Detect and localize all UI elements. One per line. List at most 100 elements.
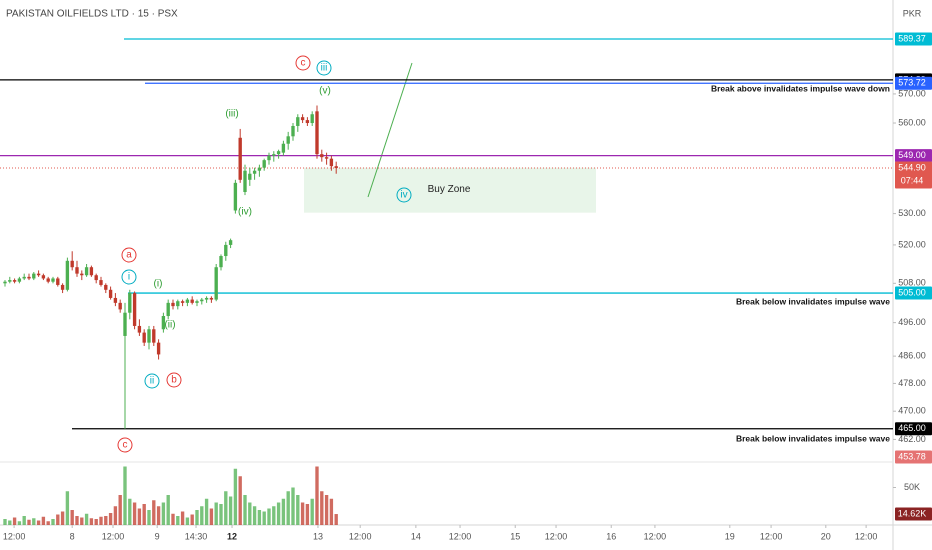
price-label-box — [895, 32, 932, 46]
price-label-box — [895, 450, 932, 464]
x-tick-label: 20 — [821, 531, 831, 541]
price-label: 589.37 — [898, 33, 926, 43]
wave-circle — [144, 373, 160, 389]
volume-bar — [272, 506, 276, 525]
x-tick-label: 12:00 — [760, 531, 783, 541]
volume-bar — [70, 510, 74, 525]
candle-body — [204, 297, 209, 300]
wave-label: ii — [150, 376, 154, 387]
volume-bar — [27, 519, 31, 525]
candle-body — [176, 301, 180, 307]
y-tick-label: 486.00 — [898, 351, 926, 361]
volume-bar — [41, 516, 46, 525]
candle-body — [267, 155, 271, 161]
x-tick-label: 12:00 — [3, 531, 26, 541]
volume-bar — [51, 519, 55, 525]
volume-bar — [89, 518, 94, 525]
volume-bar — [56, 514, 60, 525]
x-tick-label: 13 — [313, 531, 323, 541]
wave-circle — [166, 372, 182, 388]
volume-bar — [132, 502, 137, 525]
price-label: 573.72 — [898, 78, 926, 88]
volume-bar — [228, 496, 233, 525]
candle-body — [32, 273, 36, 279]
candle-body — [185, 299, 190, 303]
volume-bar — [286, 491, 290, 525]
volume-bar — [305, 504, 310, 525]
volume-bar — [75, 516, 79, 525]
candle-body — [200, 299, 204, 302]
candle-body — [46, 278, 50, 282]
volume-bar — [195, 510, 199, 525]
candle-body — [171, 302, 175, 307]
volume-bar — [224, 491, 228, 525]
x-tick-label: 12:00 — [644, 531, 667, 541]
volume-bar — [291, 487, 295, 525]
candle-body — [3, 281, 7, 284]
candle-body — [147, 329, 151, 343]
price-label: 465.00 — [898, 423, 926, 433]
candle-body — [118, 302, 122, 310]
candle-body — [65, 260, 70, 290]
volume-bar — [267, 508, 271, 525]
candle-body — [99, 280, 103, 285]
candle-body — [128, 293, 132, 313]
x-tick-label: 12 — [227, 531, 237, 541]
x-tick-label: 12:00 — [545, 531, 568, 541]
volume-bar — [257, 510, 262, 525]
candle-body — [300, 117, 305, 121]
candle-body — [334, 166, 338, 168]
candle-body — [315, 111, 319, 155]
candle-body — [257, 167, 262, 171]
wave-label: i — [128, 272, 130, 283]
candle-body — [243, 170, 247, 193]
candle-body — [272, 154, 276, 156]
x-tick-label: 12:00 — [102, 531, 125, 541]
volume-bar — [243, 495, 247, 525]
price-label-box — [895, 149, 932, 163]
volume-bar — [17, 521, 22, 525]
volume-label-box — [895, 507, 932, 521]
candle-body — [41, 275, 46, 279]
volume-bar — [8, 520, 12, 525]
volume-bar — [190, 514, 194, 525]
volume-bar — [281, 498, 286, 525]
wave-label: c — [123, 440, 128, 451]
volume-bar — [238, 476, 242, 525]
candle-body — [123, 312, 127, 336]
candle-body — [219, 256, 223, 268]
candle-body — [161, 316, 166, 330]
volume-bar — [233, 468, 238, 525]
candle-body — [22, 276, 26, 279]
volume-bar — [99, 516, 103, 525]
volume-bar — [262, 511, 266, 525]
y-tick-label: 478.00 — [898, 378, 926, 388]
candle-body — [60, 284, 65, 290]
volume-bar — [204, 498, 209, 525]
candle-body — [180, 301, 185, 303]
volume-bar — [36, 520, 41, 525]
x-tick-label: 19 — [725, 531, 735, 541]
y-tick-label: 496.00 — [898, 317, 926, 327]
price-label-box — [895, 286, 932, 300]
volume-bar — [320, 491, 324, 525]
candle-body — [310, 114, 314, 124]
candle-body — [329, 158, 334, 167]
volume-bar — [156, 506, 161, 525]
volume-bar — [46, 521, 50, 525]
note: Break below invalidates impulse wave — [736, 296, 890, 306]
candle-body — [233, 182, 238, 211]
volume-bar — [108, 513, 113, 525]
candle-body — [296, 117, 300, 126]
wave-label: b — [171, 375, 177, 386]
x-tick-label: 14 — [411, 531, 421, 541]
y-tick-label: 570.00 — [898, 88, 926, 98]
wave-label: (v) — [319, 86, 331, 97]
candle-body — [291, 125, 295, 137]
volume-bar — [12, 517, 17, 525]
candle-body — [104, 284, 108, 290]
candle-body — [113, 297, 118, 303]
volume-bar — [128, 498, 132, 525]
volume-bar — [219, 504, 223, 525]
